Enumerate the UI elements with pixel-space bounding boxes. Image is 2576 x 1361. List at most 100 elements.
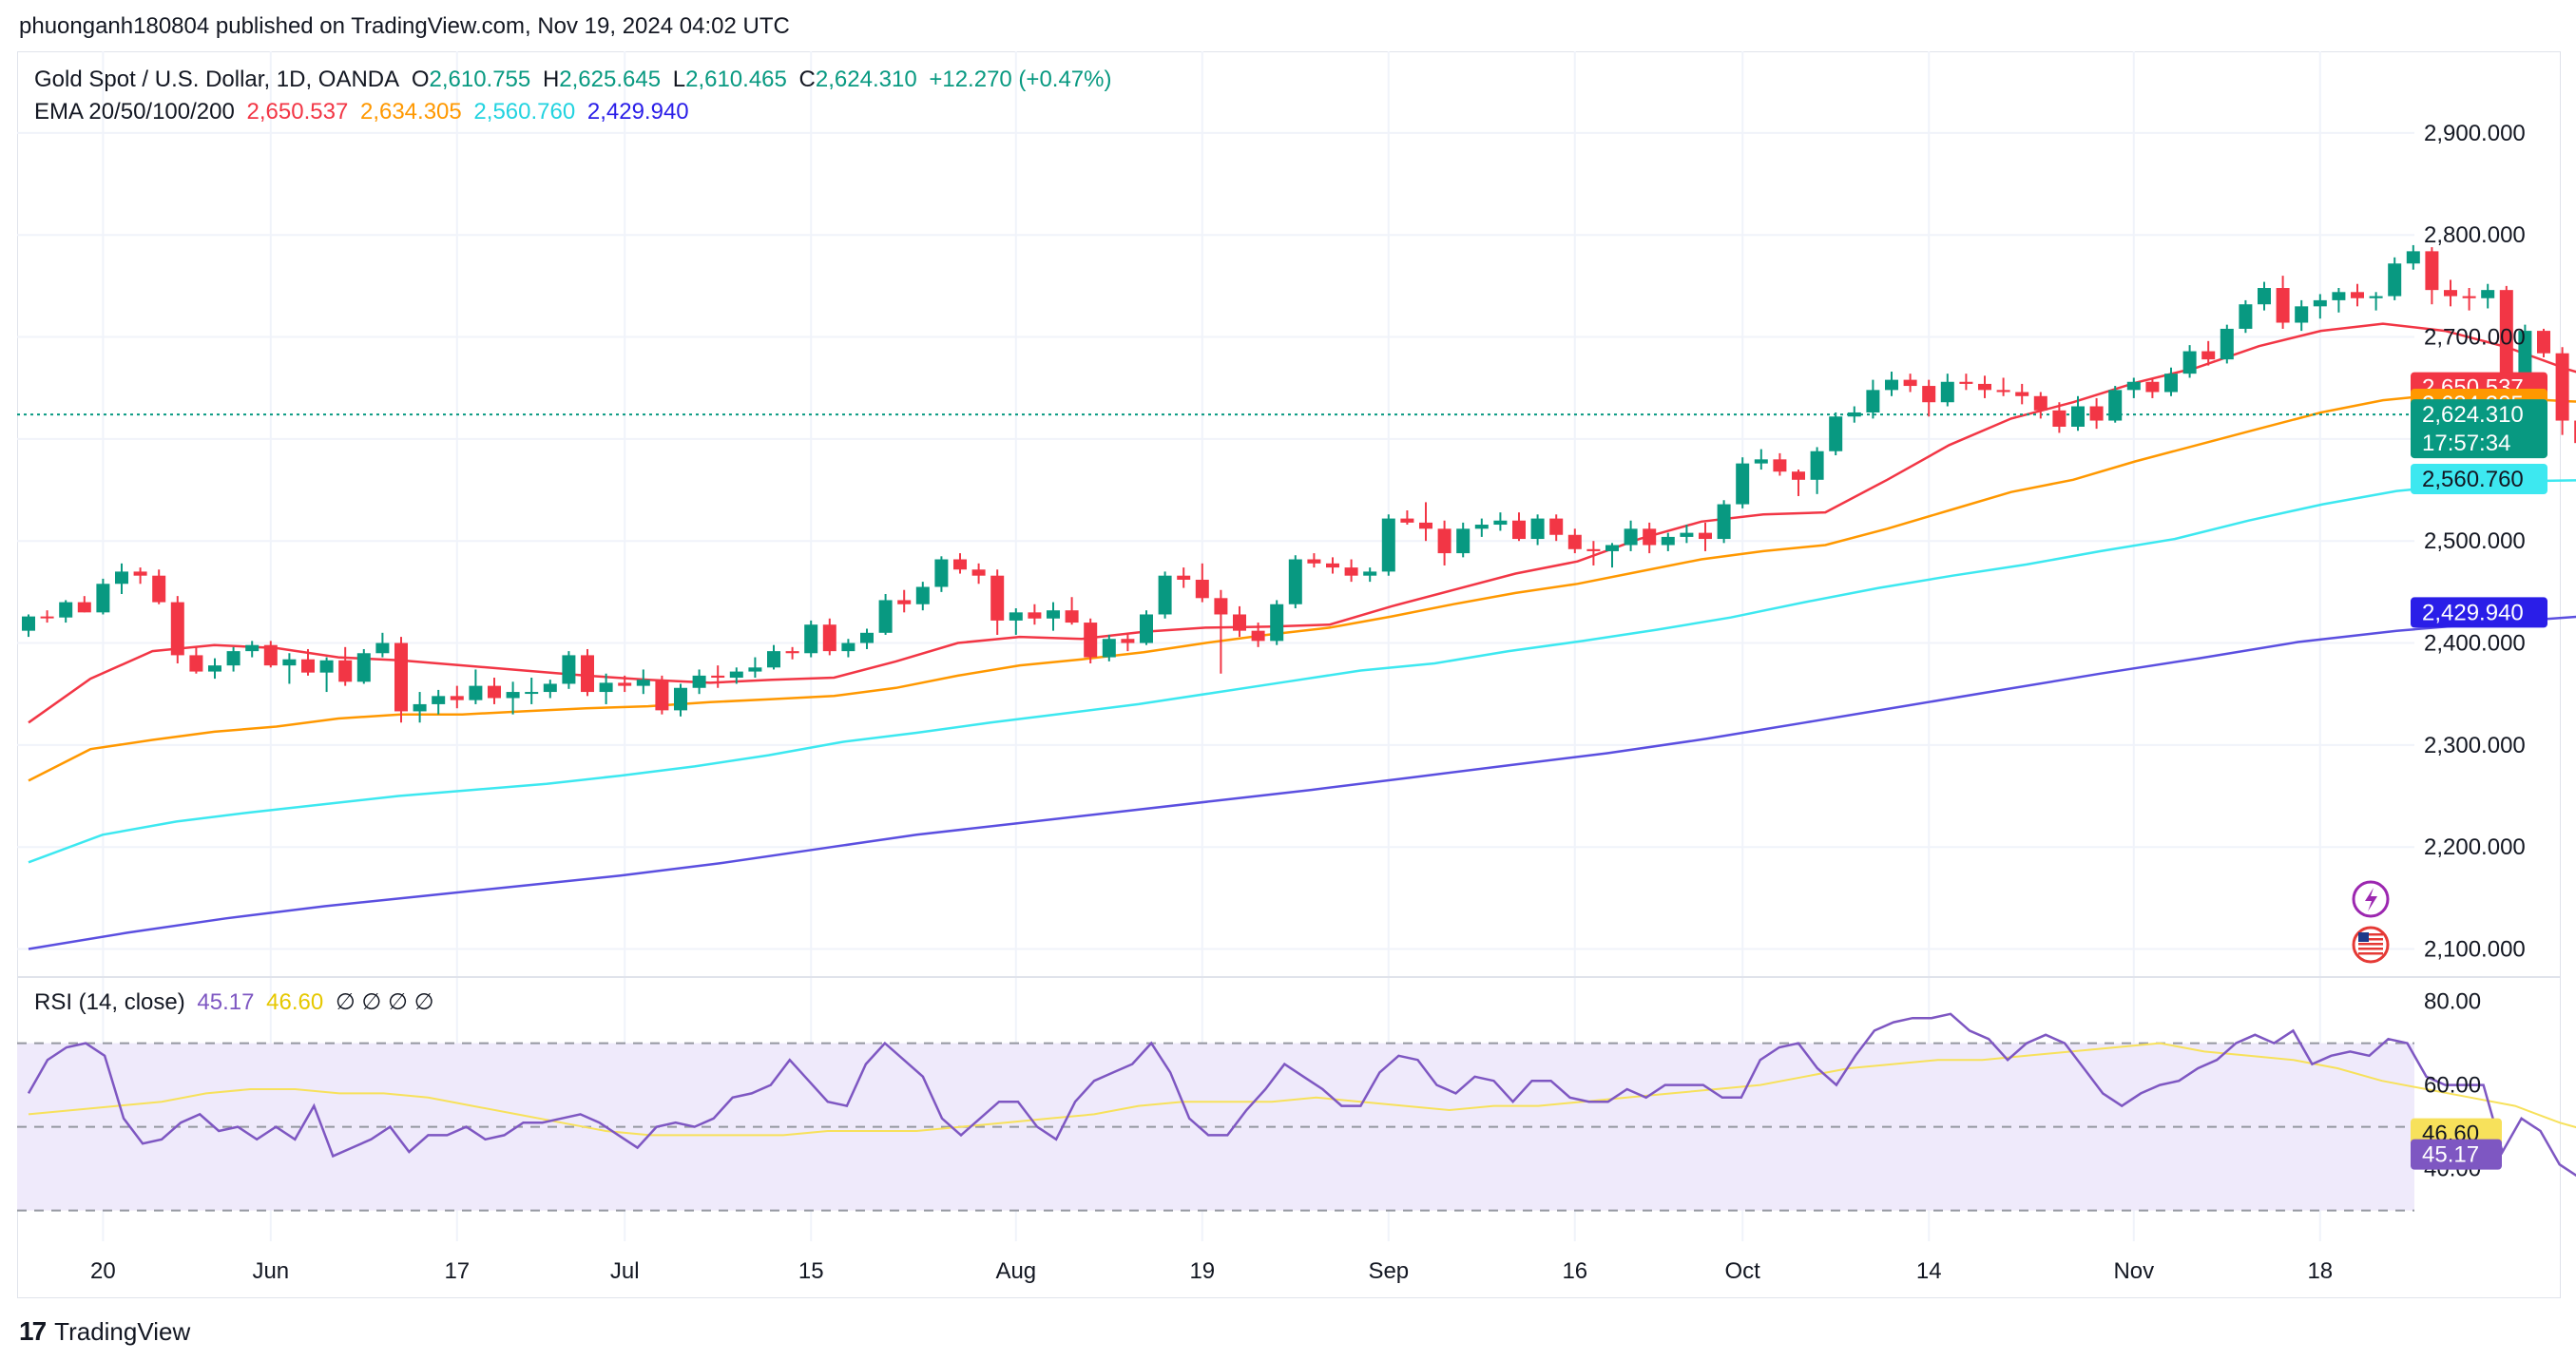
- candle-body: [1065, 610, 1079, 623]
- flag-stripe: [2358, 938, 2383, 941]
- rsi-tag: 45.17: [2422, 1142, 2479, 1168]
- candle-body: [915, 586, 930, 604]
- candle-body: [2369, 296, 2383, 298]
- candle-body: [1326, 563, 1339, 568]
- candle-body: [636, 680, 650, 686]
- candle-body: [1288, 559, 1302, 604]
- candle-body: [1810, 450, 1824, 480]
- candle-body: [2015, 392, 2029, 396]
- candle-body: [77, 602, 91, 613]
- ema200-price-tag: 2,429.940: [2422, 600, 2524, 625]
- candle-body: [1773, 459, 1787, 472]
- low-value: 2,610.465: [685, 67, 787, 92]
- ema50-line: [28, 393, 2576, 782]
- ema20-value: 2,650.537: [246, 99, 349, 125]
- time-tick-label: 18: [2307, 1258, 2333, 1284]
- candle-body: [506, 692, 520, 699]
- candle-body: [1866, 390, 1880, 412]
- change-value: +12.270 (+0.47%): [929, 67, 1112, 92]
- candle-body: [450, 696, 464, 700]
- rsi-legend[interactable]: RSI (14, close) 45.17 46.60 ∅ ∅ ∅ ∅: [34, 988, 440, 1016]
- candle-body: [2332, 292, 2346, 300]
- candle-body: [711, 675, 725, 679]
- candle-body: [375, 642, 390, 654]
- candle-body: [767, 651, 780, 668]
- candle-body: [1978, 383, 1991, 391]
- candle-body: [2313, 299, 2327, 307]
- tradingview-logo-icon: 17: [19, 1316, 47, 1346]
- candle-body: [189, 655, 203, 672]
- candle-body: [655, 680, 669, 711]
- candle-body: [2220, 328, 2234, 360]
- candle-body: [822, 624, 836, 652]
- candle-body: [2126, 381, 2141, 391]
- candle-body: [2164, 374, 2178, 393]
- candle-body: [1084, 623, 1098, 658]
- candle-body: [581, 655, 594, 693]
- candle-body: [1699, 532, 1712, 540]
- candle-body: [1643, 528, 1657, 546]
- time-tick-label: Jun: [252, 1258, 289, 1284]
- candle-body: [2276, 288, 2290, 323]
- lightning-bolt-icon: [2365, 888, 2377, 911]
- candle-body: [1102, 639, 1116, 658]
- price-tick-label: 2,700.000: [2424, 325, 2526, 351]
- candle-body: [394, 642, 408, 712]
- candle-body: [2182, 351, 2197, 374]
- symbol-name[interactable]: Gold Spot / U.S. Dollar, 1D, OANDA: [34, 67, 400, 92]
- time-tick-label: Nov: [2113, 1258, 2154, 1284]
- candle-body: [1736, 463, 1750, 505]
- candle-body: [1437, 528, 1451, 554]
- candle-body: [22, 616, 35, 631]
- candle-body: [953, 559, 967, 570]
- candle-body: [692, 675, 706, 688]
- time-tick-label: Jul: [610, 1258, 640, 1284]
- candle-body: [2145, 381, 2160, 393]
- ema50-value: 2,634.305: [359, 99, 462, 125]
- close-value: 2,624.310: [815, 67, 917, 92]
- candle-body: [263, 644, 278, 666]
- candle-body: [282, 659, 297, 666]
- candle-body: [1009, 612, 1023, 621]
- chart-frame[interactable]: [17, 51, 2561, 1298]
- ema100-price-tag-bg: [2411, 463, 2547, 494]
- rsi-ma-line: [28, 1042, 2576, 1137]
- candle-body: [1400, 518, 1414, 523]
- rsi-line: [27, 1012, 2576, 1178]
- candle-body: [152, 575, 166, 603]
- candle-body: [543, 683, 557, 693]
- ema-label[interactable]: EMA 20/50/100/200: [34, 99, 235, 125]
- ema-legend[interactable]: EMA 20/50/100/200 2,650.537 2,634.305 2,…: [34, 99, 695, 125]
- ema20-line: [28, 322, 2576, 724]
- price-tick-label: 2,400.000: [2424, 631, 2526, 657]
- candle-body: [1195, 579, 1209, 599]
- candle-body: [599, 682, 613, 693]
- candle-body: [96, 584, 110, 613]
- candle-body: [208, 665, 221, 672]
- candle-body: [1307, 559, 1321, 564]
- flag-stripe: [2358, 952, 2383, 955]
- candle-body: [338, 660, 353, 682]
- candle-body: [1717, 504, 1731, 540]
- tradingview-brand[interactable]: 17 TradingView: [19, 1316, 190, 1347]
- candle-body: [1586, 548, 1601, 551]
- candle-body: [1847, 412, 1861, 417]
- candle-body: [1885, 379, 1898, 391]
- rsi-value: 45.17: [197, 989, 255, 1015]
- rsi-label[interactable]: RSI (14, close): [34, 989, 185, 1015]
- candle-body: [1567, 534, 1582, 549]
- ema100-value: 2,560.760: [473, 99, 576, 125]
- candle-body: [1214, 598, 1228, 615]
- candle-body: [1474, 525, 1489, 529]
- open-value: 2,610.755: [429, 67, 531, 92]
- candle-body: [2425, 251, 2439, 291]
- candle-body: [1028, 612, 1042, 619]
- candle-body: [1493, 520, 1508, 526]
- time-tick-label: 19: [1189, 1258, 1215, 1284]
- candle-body: [226, 651, 240, 666]
- symbol-legend[interactable]: Gold Spot / U.S. Dollar, 1D, OANDA O2,61…: [34, 67, 1117, 93]
- candle-body: [1140, 614, 1153, 643]
- candle-body: [1233, 614, 1246, 631]
- candle-body: [301, 659, 315, 673]
